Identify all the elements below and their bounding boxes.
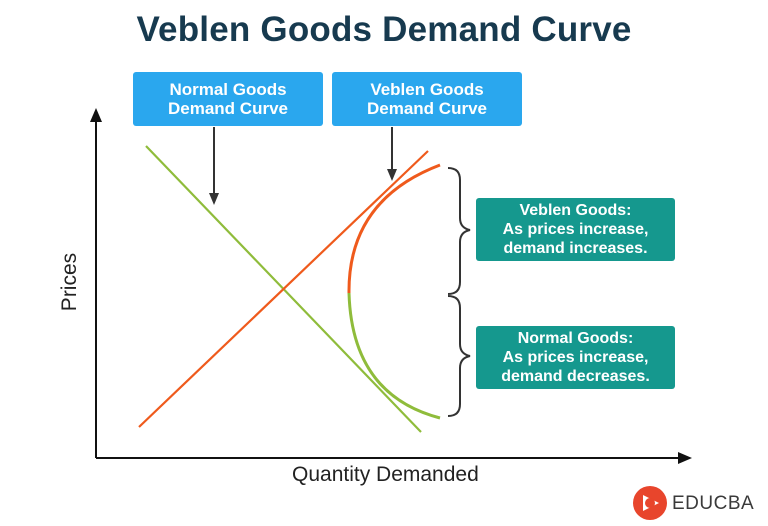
normal-callout-line2: Demand Curve (168, 99, 288, 118)
normal-callout-line1: Normal Goods (169, 80, 287, 99)
normal-goods-note: Normal Goods: As prices increase, demand… (476, 326, 675, 389)
x-axis-arrow (678, 452, 692, 464)
veblen-callout-line1: Veblen Goods (370, 80, 484, 99)
diagram-title: Veblen Goods Demand Curve (136, 10, 632, 49)
educba-logo-icon (633, 486, 667, 520)
y-axis-label: Prices (58, 252, 81, 312)
veblen-note-line2: As prices increase, (502, 221, 649, 238)
normal-note-line1: Normal Goods: (517, 330, 634, 347)
veblen-note-line3: demand increases. (503, 240, 648, 257)
veblen-callout-line2: Demand Curve (367, 99, 487, 118)
normal-note-line2: As prices increase, (502, 349, 649, 366)
veblen-curve-upper (347, 163, 441, 294)
veblen-pointer-arrowhead (387, 169, 397, 181)
x-axis-label: Quantity Demanded (292, 463, 479, 486)
veblen-goods-note: Veblen Goods: As prices increase, demand… (476, 198, 675, 261)
veblen-note-line1: Veblen Goods: (519, 202, 632, 219)
normal-note-line3: demand decreases. (501, 368, 650, 385)
normal-pointer-arrowhead (209, 193, 219, 205)
veblen-demand-line (138, 150, 429, 428)
veblen-demand-callout: Veblen Goods Demand Curve (332, 72, 522, 126)
normal-brace (447, 295, 471, 417)
normal-demand-callout: Normal Goods Demand Curve (133, 72, 323, 126)
y-axis-arrow (90, 108, 102, 122)
veblen-brace (447, 167, 471, 295)
brand-name: EDUCBA (672, 493, 755, 514)
normal-curve-lower (347, 292, 441, 420)
